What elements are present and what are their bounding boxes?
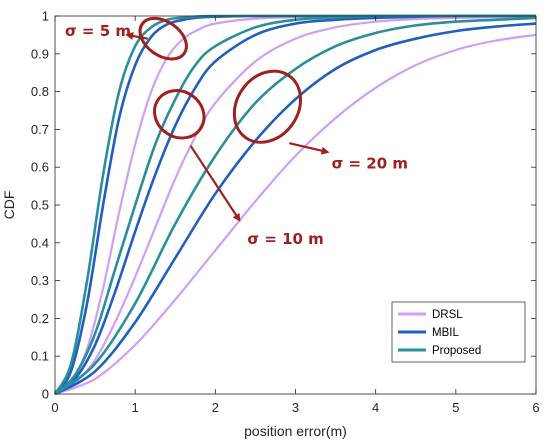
x-tick-label: 3 — [292, 400, 299, 415]
x-tick-label: 1 — [132, 400, 139, 415]
y-tick-label: 0.3 — [31, 273, 49, 288]
y-tick-label: 0.5 — [31, 198, 49, 213]
y-tick-label: 1 — [42, 9, 49, 24]
annotations: σ = 5 m σ = 10 m σ = 20 m — [65, 16, 408, 248]
legend: DRSL MBIL Proposed — [391, 301, 526, 363]
x-tick-label: 5 — [452, 400, 459, 415]
annotation-arrow — [189, 145, 241, 222]
annotation-ellipse — [153, 89, 206, 140]
series-line-drsl-sigma-3 — [54, 33, 537, 396]
annotation-label: σ = 10 m — [247, 230, 323, 248]
x-tick-label: 6 — [532, 400, 539, 415]
y-tick-label: 0.6 — [31, 160, 49, 175]
x-axis-label: position error(m) — [244, 423, 347, 439]
annotation-ellipse — [232, 69, 302, 144]
annotation-label: σ = 5 m — [65, 22, 131, 40]
annotation-label: σ = 20 m — [332, 154, 408, 172]
annotation-arrow — [125, 32, 149, 40]
legend-label-drsl: DRSL — [432, 309, 463, 321]
series-line-mbil-sigma-3 — [54, 22, 537, 396]
y-axis-label: CDF — [1, 191, 17, 220]
y-tick-label: 0.1 — [31, 349, 49, 364]
legend-label-mbil: MBIL — [432, 327, 459, 339]
x-tick-label: 0 — [51, 400, 58, 415]
y-tick-label: 0.9 — [31, 46, 49, 61]
annotation-ellipse — [138, 16, 188, 61]
y-tick-label: 0.7 — [31, 122, 49, 137]
y-tick-label: 0.8 — [31, 84, 49, 99]
axes-ticks: 0 1 2 3 4 5 6 0 0.1 0.2 0.3 0.4 0.5 0.6 0.7 0.8 0.9 1 — [31, 9, 540, 416]
x-tick-label: 4 — [372, 400, 379, 415]
legend-label-proposed: Proposed — [432, 345, 481, 357]
x-tick-label: 2 — [212, 400, 219, 415]
y-tick-label: 0.2 — [31, 311, 49, 326]
annotation-arrow — [289, 142, 330, 155]
y-tick-label: 0.4 — [31, 235, 49, 250]
y-tick-label: 0 — [42, 387, 49, 402]
